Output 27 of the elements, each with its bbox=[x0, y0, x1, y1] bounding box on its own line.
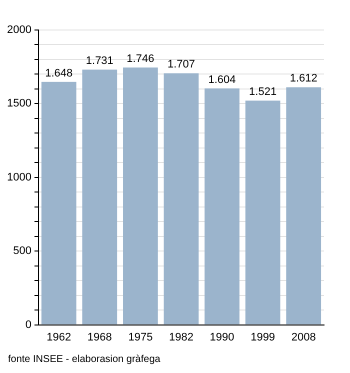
x-tick-label: 1962 bbox=[46, 331, 72, 344]
data-label: 1.731 bbox=[86, 55, 114, 68]
data-label: 1.707 bbox=[167, 58, 195, 71]
bar bbox=[82, 70, 118, 324]
bar bbox=[164, 73, 199, 324]
data-label: 1.746 bbox=[126, 52, 154, 65]
bar bbox=[245, 100, 280, 324]
x-tick-label: 1982 bbox=[168, 331, 194, 344]
x-tick-label: 1999 bbox=[250, 331, 276, 344]
bar bbox=[41, 82, 76, 324]
y-tick-label: 500 bbox=[13, 245, 32, 258]
data-label: 1.521 bbox=[249, 86, 277, 98]
x-tick-label: 1990 bbox=[210, 331, 234, 344]
bar bbox=[204, 88, 240, 324]
y-tick-label: 0 bbox=[25, 318, 32, 331]
x-tick-label: 1968 bbox=[87, 331, 112, 344]
x-tick-label: 2008 bbox=[291, 331, 316, 344]
y-tick-label: 1500 bbox=[6, 98, 32, 110]
source-note: fonte INSEE - elaborasion gràfega bbox=[8, 354, 160, 365]
data-label: 1.604 bbox=[208, 74, 236, 86]
y-tick-label: 1000 bbox=[6, 171, 32, 184]
y-tick-label: 2000 bbox=[6, 24, 32, 36]
data-label: 1.612 bbox=[290, 72, 318, 85]
x-tick-label: 1975 bbox=[128, 331, 153, 344]
bar bbox=[286, 87, 322, 324]
bar bbox=[123, 67, 158, 324]
data-label: 1.648 bbox=[45, 67, 73, 80]
